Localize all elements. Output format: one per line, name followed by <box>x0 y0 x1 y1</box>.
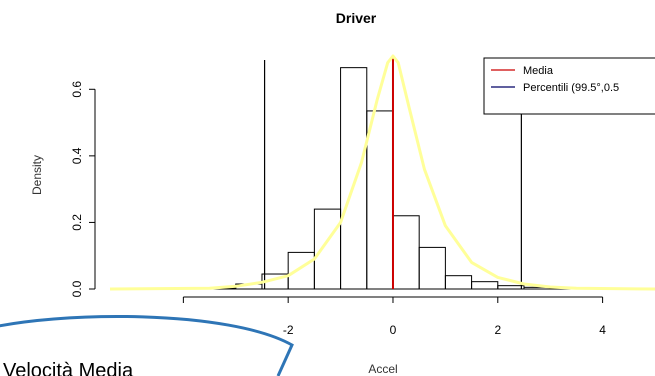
histogram-bar <box>340 67 368 290</box>
histogram-bar <box>366 110 394 290</box>
y-axis: 0.0 0.2 0.4 0.6 <box>70 81 96 297</box>
histogram-bar <box>313 208 342 290</box>
callout-border <box>0 315 294 376</box>
y-tick-label: 0.6 <box>70 81 84 98</box>
x-tick-label: 2 <box>494 323 501 337</box>
y-axis-label: Density <box>30 155 44 195</box>
x-axis: -2 0 2 4 <box>182 296 606 337</box>
chart-title: Driver <box>336 10 377 26</box>
y-tick-label: 0.2 <box>70 214 84 231</box>
x-tick-label: 0 <box>390 323 397 337</box>
histogram-bar <box>444 275 473 290</box>
callout-text: Velocità Media <box>3 360 134 376</box>
reference-lines <box>263 58 522 289</box>
density-curve-group <box>109 54 655 291</box>
legend-box <box>483 57 655 115</box>
legend-label: Media <box>523 65 554 77</box>
histogram-bar <box>392 215 420 290</box>
x-tick-label: -2 <box>283 323 294 337</box>
histogram-bar <box>287 251 315 290</box>
histogram-bar <box>497 285 525 290</box>
legend-label: Percentili (99.5°,0.5 <box>523 82 619 94</box>
x-tick-label: 4 <box>599 323 606 337</box>
histogram-bar <box>471 281 499 290</box>
callout: Velocità Media <box>0 315 294 376</box>
y-tick-label: 0.4 <box>70 147 84 164</box>
legend: Media Percentili (99.5°,0.5 <box>483 57 655 115</box>
histogram-bar <box>418 246 446 290</box>
density-curve <box>109 54 655 291</box>
x-axis-label: Accel <box>368 362 397 376</box>
y-tick-label: 0.0 <box>70 280 84 297</box>
